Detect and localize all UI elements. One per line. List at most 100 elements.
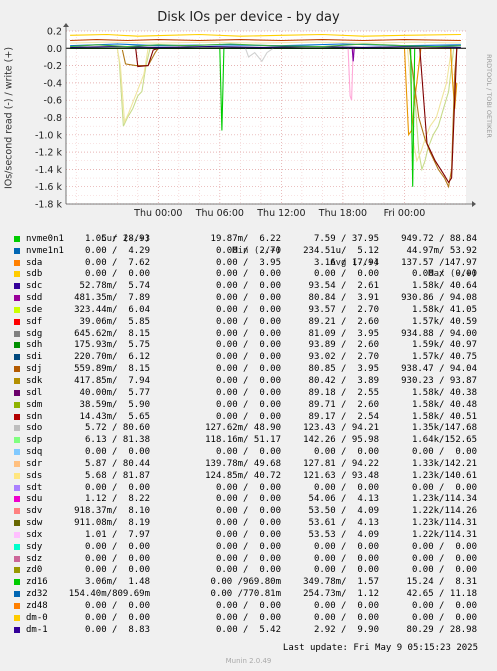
series-line-sdq (135, 47, 458, 184)
legend-avg: 89.18 / 2.55 (308, 387, 379, 398)
legend-cur: 52.78m/ 5.74 (79, 281, 150, 292)
series-line-zd32 (70, 39, 461, 42)
legend-cur: 645.62m/ 8.15 (74, 328, 150, 339)
legend-cur: 911.08m/ 8.19 (74, 518, 150, 529)
legend-name: sdr (26, 458, 43, 469)
legend-min: 0.00 / 0.00 (215, 506, 281, 517)
legend-max: 0.00 / 0.00 (411, 612, 477, 623)
legend-row: zd48 0.00 / 0.00 0.00 / 0.00 0.00 / 0.00 0.0… (0, 601, 497, 613)
legend-name: sdh (26, 340, 43, 351)
legend-min: 0.00 / 2.70 (215, 245, 281, 256)
legend-min: 0.00 / 0.00 (215, 375, 281, 386)
legend-min: 0.00 / 3.95 (215, 257, 281, 268)
legend-cur: 6.13 / 81.38 (84, 435, 150, 446)
legend-row: sdm 38.59m/ 5.90 0.00 / 0.00 89.71 / 2.60 1.… (0, 400, 497, 412)
legend-row: zd32 154.40m/809.69m 0.00 /770.81m 254.73m/… (0, 589, 497, 601)
y-tick-label: -0.6 (43, 96, 62, 107)
legend-header-avg: Avg (-/+) (330, 257, 379, 268)
legend-min: 0.00 / 0.00 (215, 316, 281, 327)
legend-max: 1.22k/114.26 (411, 506, 477, 517)
legend-row: sdy 0.00 / 0.00 0.00 / 0.00 0.00 / 0.00 0.00… (0, 542, 497, 554)
legend-cur: 481.35m/ 7.89 (74, 293, 150, 304)
legend-max: 938.47 / 94.04 (401, 364, 477, 375)
legend-max: 80.29 / 28.98 (406, 624, 477, 635)
legend-cur: 1.05 / 28.93 (84, 233, 150, 244)
legend-row: sdz 0.00 / 0.00 0.00 / 0.00 0.00 / 0.00 0.00… (0, 554, 497, 566)
legend-cur: 40.00m/ 5.77 (79, 387, 150, 398)
legend-min: 0.00 /969.80m (210, 577, 281, 588)
y-tick-label: -0.8 (43, 113, 62, 124)
series-line-sdg (70, 47, 458, 137)
legend-row: sdw 911.08m/ 8.19 0.00 / 0.00 53.61 / 4.13 1… (0, 518, 497, 530)
legend-name: sdy (26, 541, 43, 552)
x-tick-label: Thu 12:00 (256, 208, 305, 219)
legend-swatch (14, 425, 20, 432)
legend-min: 0.00 / 0.00 (215, 281, 281, 292)
legend-name: sdx (26, 529, 43, 540)
series-line-sdp (244, 47, 274, 63)
legend-cur: 0.00 / 0.00 (84, 447, 150, 458)
legend-name: sdn (26, 411, 43, 422)
legend-min: 0.00 / 0.00 (215, 364, 281, 375)
legend-cur: 323.44m/ 6.04 (74, 304, 150, 315)
legend-swatch (14, 342, 20, 349)
legend-avg: 81.09 / 3.95 (308, 328, 379, 339)
legend-name: dm-0 (26, 612, 48, 623)
legend-max: 137.57 /147.97 (401, 257, 477, 268)
legend-name: sdc (26, 281, 43, 292)
legend-name: sdv (26, 506, 43, 517)
legend-row: zd0 0.00 / 0.00 0.00 / 0.00 0.00 / 0.00 0.00… (0, 565, 497, 577)
legend-min: 0.00 / 0.00 (215, 304, 281, 315)
legend-avg: 0.00 / 0.00 (313, 565, 379, 576)
legend-avg: 349.78m/ 1.57 (303, 577, 379, 588)
legend-row: sdo 5.72 / 80.60 127.62m/ 48.90 123.43 / 94… (0, 423, 497, 435)
x-tick-label: Thu 06:00 (195, 208, 244, 219)
legend-cur: 0.00 / 0.00 (84, 612, 150, 623)
legend-swatch (14, 413, 20, 420)
legend-row: dm-0 0.00 / 0.00 0.00 / 0.00 0.00 / 0.00 0.0… (0, 613, 497, 625)
legend-min: 0.00 / 0.00 (215, 293, 281, 304)
legend-max: 930.23 / 93.87 (401, 375, 477, 386)
legend-name: nvme0n1 (26, 233, 64, 244)
legend-max: 42.65 / 11.18 (406, 589, 477, 600)
legend-max: 1.64k/152.65 (411, 435, 477, 446)
legend-min: 0.00 / 0.00 (215, 411, 281, 422)
series-line-zd16 (70, 43, 461, 48)
legend-swatch (14, 330, 20, 337)
legend-row: sds 5.68 / 81.87 124.85m/ 40.72 121.63 / 93… (0, 471, 497, 483)
legend-name: sdf (26, 316, 43, 327)
legend-avg: 234.51u/ 5.12 (303, 245, 379, 256)
legend-avg: 53.50 / 4.09 (308, 506, 379, 517)
legend-min: 0.00 / 0.00 (215, 565, 281, 576)
legend-name: sdz (26, 553, 43, 564)
legend-row: sdg 645.62m/ 8.15 0.00 / 0.00 81.09 / 3.95 9… (0, 329, 497, 341)
legend-avg: 123.43 / 94.21 (303, 423, 379, 434)
legend-name: zd16 (26, 577, 48, 588)
legend-table: Cur (-/+) Min (-/+) Avg (-/+) Max (-/+) … (0, 222, 497, 637)
legend-name: sdu (26, 494, 43, 505)
legend-swatch (14, 366, 20, 373)
legend-swatch (14, 555, 20, 562)
legend-swatch (14, 401, 20, 408)
legend-header: Cur (-/+) Min (-/+) Avg (-/+) Max (-/+) (0, 222, 497, 280)
x-axis-arrow (472, 201, 476, 207)
legend-avg: 54.06 / 4.13 (308, 494, 379, 505)
legend-row: sdu 1.12 / 8.22 0.00 / 0.00 54.06 / 4.13 1.2… (0, 494, 497, 506)
legend-avg: 93.54 / 2.61 (308, 281, 379, 292)
legend-swatch (14, 543, 20, 550)
legend-max: 1.59k/ 40.97 (411, 340, 477, 351)
legend-name: dm-1 (26, 624, 48, 635)
legend-name: sdd (26, 293, 43, 304)
legend-row: sdk 417.85m/ 7.94 0.00 / 0.00 80.42 / 3.89 9… (0, 376, 497, 388)
legend-min: 0.00 / 0.00 (215, 553, 281, 564)
legend-swatch (14, 484, 20, 491)
legend-name: sdo (26, 423, 43, 434)
legend-header-cur: Cur (-/+) (101, 233, 150, 244)
legend-max: 1.58k/ 40.64 (411, 281, 477, 292)
legend-max: 1.23k/114.31 (411, 518, 477, 529)
legend-avg: 0.00 / 0.00 (313, 612, 379, 623)
legend-max: 949.72 / 88.84 (401, 233, 477, 244)
legend-max: 1.58k/ 40.38 (411, 387, 477, 398)
legend-cur: 39.06m/ 5.85 (79, 316, 150, 327)
legend-row: sdt 0.00 / 0.00 0.00 / 0.00 0.00 / 0.00 0.00… (0, 483, 497, 495)
